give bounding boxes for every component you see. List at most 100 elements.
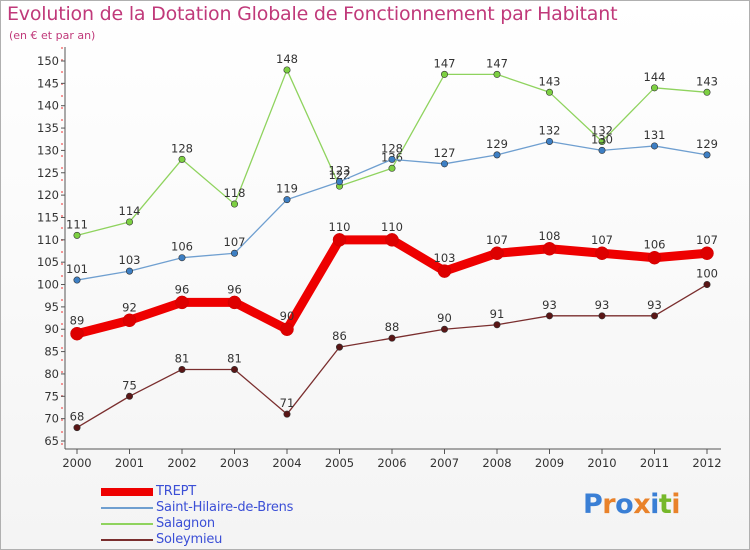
data-point-soleymieu	[440, 325, 448, 333]
x-tick-label: 2008	[482, 456, 511, 470]
y-tick-label: 75	[44, 389, 59, 403]
data-label-salagnon: 132	[591, 123, 613, 137]
data-point-saint-hilaire-de-brens	[335, 178, 343, 186]
y-tick-label: 145	[37, 76, 59, 90]
data-label-trept: 103	[434, 251, 456, 265]
logo-letter: o	[615, 489, 634, 520]
data-label-soleymieu: 100	[696, 267, 718, 281]
x-tick-label: 2005	[325, 456, 354, 470]
data-point-salagnon	[126, 218, 134, 226]
legend-swatch-saint-hilaire-de-brens	[101, 507, 153, 509]
data-label-saint-hilaire-de-brens: 103	[119, 253, 141, 267]
y-tick-label: 70	[44, 412, 59, 426]
legend-swatch-salagnon	[101, 523, 153, 525]
line-chart: 65 70 75 80 85 90 95 100 105 110 115 120 125 130 135 14…	[37, 47, 722, 470]
data-label-trept: 110	[381, 220, 403, 234]
chart-title: Evolution de la Dotation Globale de Fonc…	[7, 3, 618, 25]
data-label-soleymieu: 75	[122, 378, 137, 392]
data-point-saint-hilaire-de-brens	[493, 151, 501, 159]
data-label-saint-hilaire-de-brens: 106	[171, 240, 193, 254]
data-label-saint-hilaire-de-brens: 127	[434, 146, 456, 160]
data-label-trept: 107	[486, 233, 508, 247]
logo-letter: i	[671, 489, 681, 520]
data-label-soleymieu: 68	[70, 410, 85, 424]
data-point-trept	[595, 246, 609, 260]
logo-letter: r	[602, 489, 616, 520]
data-point-soleymieu	[598, 312, 606, 320]
data-point-salagnon	[440, 70, 448, 78]
data-label-saint-hilaire-de-brens: 129	[696, 137, 718, 151]
data-point-trept	[332, 233, 347, 247]
x-tick-label: 2011	[640, 456, 669, 470]
logo-letter: t	[658, 489, 672, 520]
y-tick-label: 110	[37, 233, 59, 247]
data-label-saint-hilaire-de-brens: 130	[591, 132, 613, 146]
x-tick-label: 2007	[430, 456, 459, 470]
data-point-saint-hilaire-de-brens	[545, 137, 553, 145]
data-point-saint-hilaire-de-brens	[650, 142, 658, 150]
x-tick-label: 2004	[272, 456, 301, 470]
data-point-trept	[490, 246, 504, 260]
data-label-soleymieu: 88	[385, 320, 400, 334]
x-tick-label: 2006	[377, 456, 406, 470]
data-point-soleymieu	[178, 365, 186, 373]
data-point-soleymieu	[650, 312, 658, 320]
legend-swatch-trept	[101, 488, 153, 496]
data-label-salagnon: 111	[66, 217, 88, 231]
data-label-soleymieu: 93	[542, 298, 557, 312]
proxiti-logo: Proxiti	[583, 489, 681, 520]
data-label-trept: 110	[329, 220, 351, 234]
y-tick-label: 130	[37, 143, 59, 157]
x-tick-label: 2010	[587, 456, 616, 470]
data-point-soleymieu	[335, 343, 343, 351]
data-label-soleymieu: 91	[490, 307, 505, 321]
y-tick-label: 95	[44, 300, 59, 314]
data-point-salagnon	[493, 70, 501, 78]
data-point-saint-hilaire-de-brens	[388, 155, 396, 163]
y-tick-label: 65	[44, 434, 59, 448]
y-tick-label: 135	[37, 121, 59, 135]
data-label-salagnon: 147	[434, 56, 456, 70]
y-tick-label: 90	[44, 322, 59, 336]
data-point-salagnon	[598, 137, 606, 145]
data-point-saint-hilaire-de-brens	[598, 146, 606, 154]
data-point-trept	[647, 250, 662, 265]
data-point-salagnon	[703, 88, 711, 96]
data-point-trept	[700, 246, 714, 260]
data-label-trept: 89	[70, 314, 85, 328]
y-tick-label: 140	[37, 99, 59, 113]
data-point-soleymieu	[283, 410, 291, 418]
x-tick-label: 2002	[167, 456, 196, 470]
data-label-saint-hilaire-de-brens: 119	[276, 182, 298, 196]
data-point-saint-hilaire-de-brens	[703, 151, 711, 159]
data-point-saint-hilaire-de-brens	[126, 267, 134, 275]
data-point-saint-hilaire-de-brens	[440, 160, 448, 168]
data-label-salagnon: 114	[119, 204, 141, 218]
data-point-trept	[437, 264, 452, 278]
legend-label-saint-hilaire-de-brens: Saint-Hilaire-de-Brens	[156, 500, 294, 515]
y-tick-label: 120	[37, 188, 59, 202]
data-point-salagnon	[388, 164, 396, 172]
data-label-saint-hilaire-de-brens: 131	[644, 128, 666, 142]
x-tick-label: 2001	[115, 456, 144, 470]
data-point-soleymieu	[493, 321, 501, 329]
data-label-soleymieu: 81	[175, 351, 190, 365]
y-tick-label: 125	[37, 166, 59, 180]
legend-label-salagnon: Salagnon	[156, 516, 215, 531]
data-point-salagnon	[545, 88, 553, 96]
data-point-trept	[175, 295, 189, 310]
data-label-soleymieu: 86	[332, 329, 347, 343]
data-label-soleymieu: 93	[595, 298, 610, 312]
data-label-trept: 107	[591, 233, 613, 247]
data-point-salagnon	[283, 66, 291, 74]
data-point-saint-hilaire-de-brens	[178, 254, 186, 262]
data-label-salagnon: 143	[696, 74, 718, 88]
y-tick-label: 85	[44, 345, 59, 359]
logo-letter: P	[583, 489, 603, 520]
data-label-trept: 96	[175, 282, 190, 296]
logo-letter: x	[633, 489, 651, 520]
y-tick-label: 100	[37, 278, 59, 292]
data-label-salagnon: 128	[171, 141, 193, 155]
data-point-trept	[227, 295, 242, 310]
